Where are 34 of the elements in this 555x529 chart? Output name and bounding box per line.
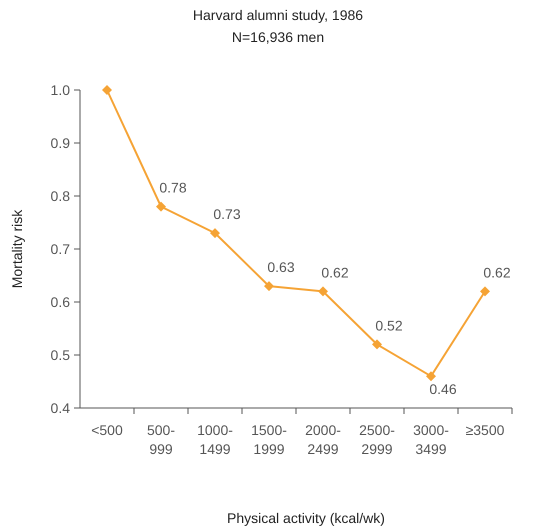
x-axis-title: Physical activity (kcal/wk) [227, 510, 385, 526]
chart-title: Harvard alumni study, 1986 [192, 7, 364, 23]
point [210, 228, 220, 238]
x-tick-label: 2500-2999 [359, 422, 396, 457]
y-tick-label: 0.5 [50, 347, 70, 363]
x-tick-label: 1500-1999 [251, 422, 288, 457]
data-label: 0.73 [213, 206, 241, 222]
y-tick-label: 0.7 [50, 241, 70, 257]
point [318, 286, 328, 296]
point [264, 281, 274, 292]
data-label: 0.78 [159, 180, 187, 196]
y-tick-label: 0.8 [50, 188, 70, 204]
point [156, 202, 166, 212]
data-label: 0.63 [267, 259, 295, 276]
x-tick-label: 3000-3499 [413, 422, 450, 457]
data-label: 0.46 [429, 381, 457, 398]
point [426, 371, 436, 382]
y-tick-label: 0.9 [50, 135, 70, 151]
data-label: 0.62 [483, 264, 511, 280]
point [372, 339, 382, 350]
y-tick-label: 0.4 [50, 400, 70, 416]
y-tick-label: 0.6 [50, 294, 70, 310]
point [102, 85, 112, 95]
data-label: 0.62 [321, 264, 349, 280]
data-label: 0.52 [375, 317, 403, 334]
y-tick-label: 1.0 [50, 82, 70, 98]
chart-subtitle: N=16,936 men [232, 29, 324, 45]
y-axis-title: Mortality risk [9, 208, 25, 288]
x-tick-label: 1000-1499 [197, 422, 234, 457]
x-tick-label: 500-999 [146, 422, 176, 457]
x-tick-label: 2000-2499 [305, 422, 342, 457]
x-tick-label: ≥3500 [466, 422, 505, 438]
point [480, 286, 490, 296]
x-tick-label: <500 [91, 422, 123, 438]
